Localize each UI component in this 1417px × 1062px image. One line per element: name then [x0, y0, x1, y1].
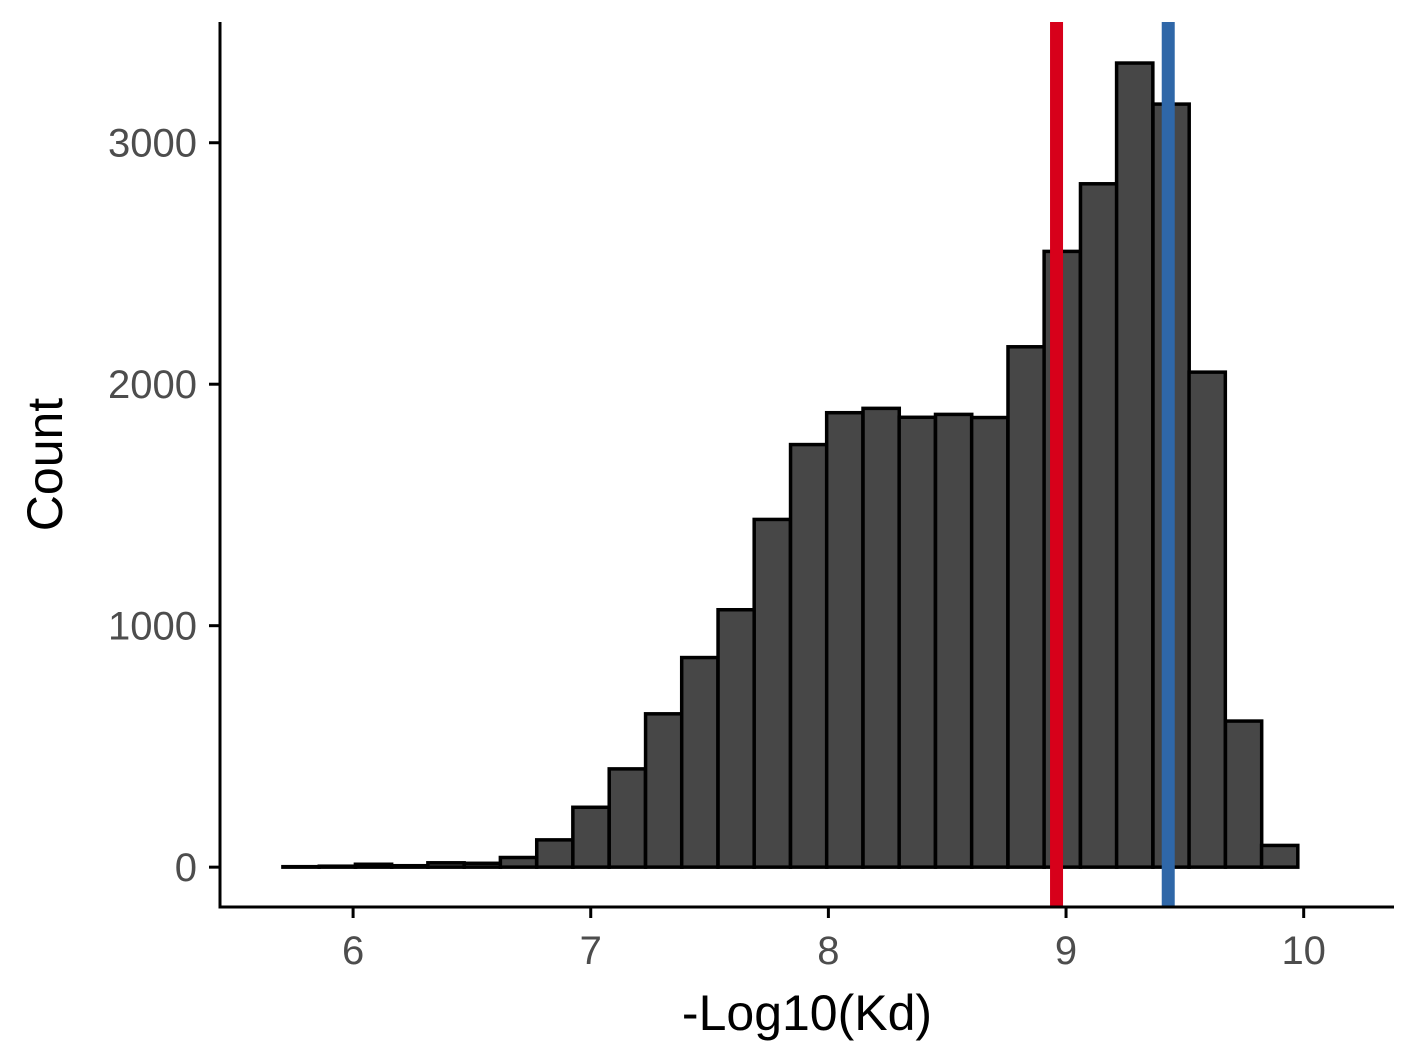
histogram-bar [969, 415, 1010, 869]
histogram-bar [462, 861, 503, 869]
histogram-bar [1259, 843, 1300, 869]
histogram-bar [752, 517, 793, 869]
x-ticks-layer: 6 7 8 9 10 [342, 907, 1326, 973]
y-tick-label: 0 [175, 846, 197, 890]
histogram-bar [1114, 61, 1155, 869]
histogram-bar [824, 410, 865, 869]
histogram-bar [534, 838, 575, 869]
axes-layer [218, 22, 1394, 909]
x-tick-label: 6 [342, 929, 364, 973]
bars-layer [281, 61, 1300, 869]
y-axis-title: Count [17, 398, 73, 532]
histogram-bar [643, 712, 684, 869]
reference-lines-layer [1050, 22, 1175, 907]
histogram-bar [498, 855, 539, 869]
x-tick-label: 8 [817, 929, 839, 973]
histogram-bar [679, 655, 720, 869]
histogram-bar [716, 607, 757, 869]
x-axis-title: -Log10(Kd) [682, 985, 932, 1041]
x-tick-label: 7 [580, 929, 602, 973]
histogram-bar [933, 412, 974, 869]
histogram-bar [426, 861, 466, 869]
histogram-bar [897, 415, 938, 869]
histogram-bar [788, 442, 829, 869]
y-ticks-layer: 0 1000 2000 3000 [108, 122, 220, 890]
y-tick-label: 3000 [108, 122, 197, 166]
y-tick-label: 1000 [108, 605, 197, 649]
histogram-bar [1006, 345, 1046, 869]
histogram-bar [353, 862, 394, 869]
histogram-bar [1078, 182, 1119, 869]
x-tick-label: 9 [1055, 929, 1077, 973]
histogram-bar [1223, 719, 1264, 869]
y-tick-label: 2000 [108, 363, 197, 407]
histogram-bar [1187, 370, 1228, 869]
histogram-bar [607, 767, 648, 869]
x-tick-label: 10 [1281, 929, 1326, 973]
histogram-bar [571, 805, 611, 869]
histogram-bar [861, 406, 902, 869]
histogram-bar [317, 864, 358, 869]
histogram-bar [390, 863, 430, 869]
